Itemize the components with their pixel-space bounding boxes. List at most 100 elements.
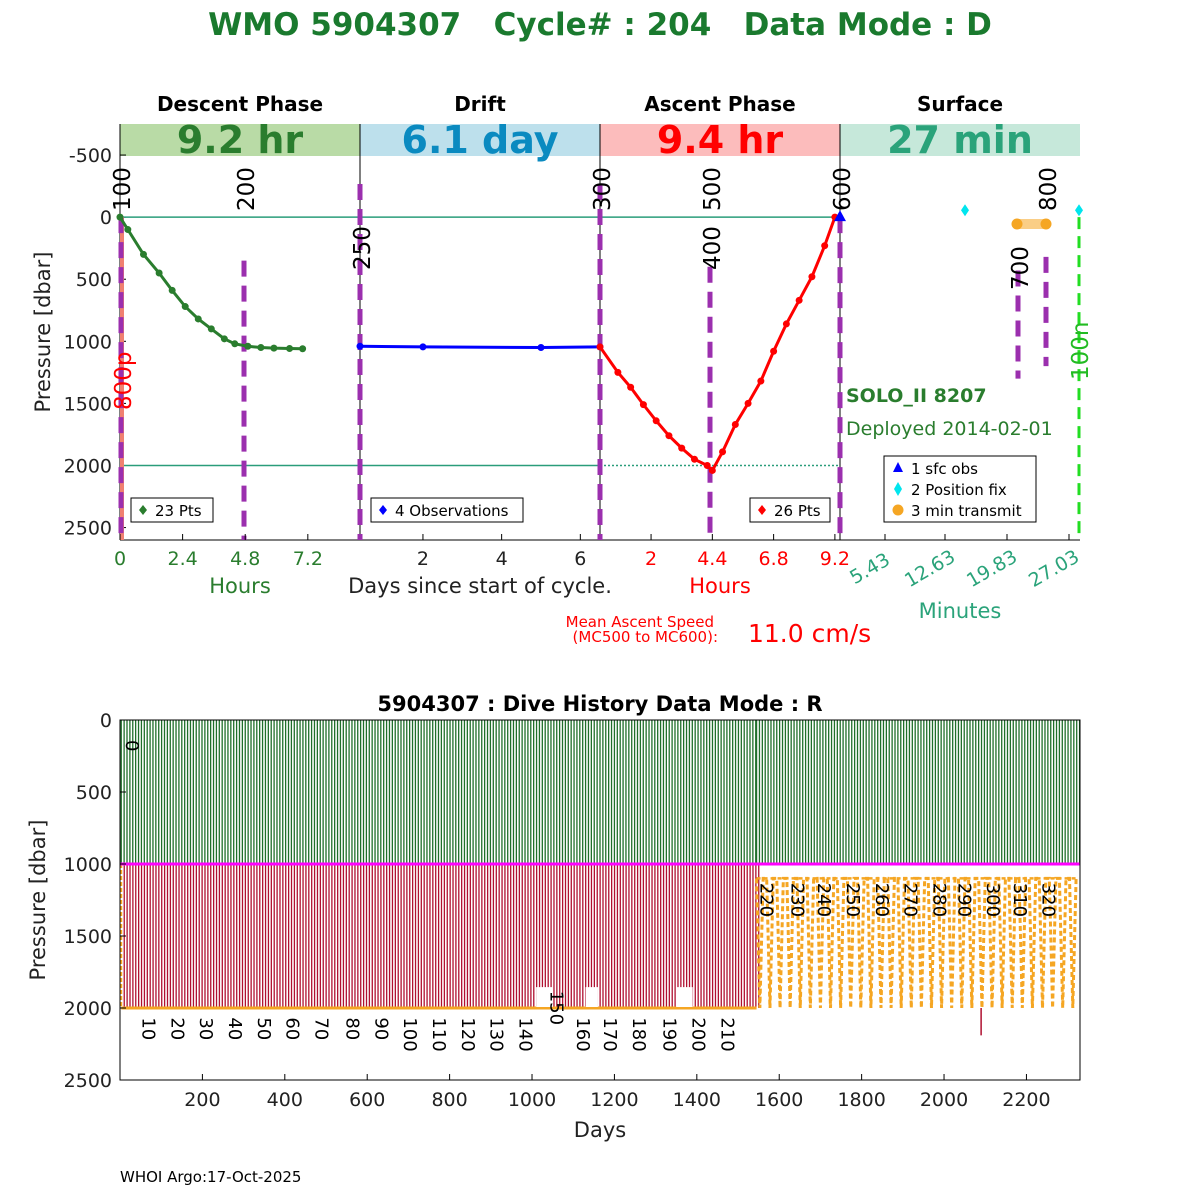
y-tick-label: 2500 <box>64 518 112 540</box>
ascent-point <box>665 432 673 440</box>
marker-label-100: 100 <box>110 167 136 211</box>
descent-point <box>207 325 215 333</box>
history-x-label: Days <box>574 1118 626 1142</box>
ascent-point <box>782 320 790 328</box>
drift-x-tick-label: 6 <box>574 548 586 570</box>
surface-legend-label-0: 1 sfc obs <box>911 460 978 478</box>
drift-point <box>419 343 427 351</box>
ascent-point <box>731 421 739 429</box>
figure-title: WMO 5904307 Cycle# : 204 Data Mode : D <box>208 7 992 43</box>
drift-legend-box <box>370 497 524 523</box>
surface-x-tick-label: 19.83 <box>963 546 1021 592</box>
ascent-point <box>795 296 803 304</box>
ascent-point <box>744 399 752 407</box>
marker-label-200: 200 <box>234 167 260 211</box>
descent-point <box>139 250 147 258</box>
y-tick-label: 1500 <box>64 393 112 415</box>
ascent-point <box>652 417 660 425</box>
descent-x-tick-label: 4.8 <box>230 548 260 570</box>
drift-legend-label: 4 Observations <box>395 502 509 520</box>
descent-point <box>270 344 278 352</box>
descent-point <box>181 303 189 311</box>
history-gap <box>676 987 693 1007</box>
surface-legend-box <box>883 455 1037 523</box>
phase-duration-2: 9.4 hr <box>657 118 784 162</box>
ascent-x-tick-label: 6.8 <box>759 548 789 570</box>
ascent-x-label: Hours <box>689 574 751 598</box>
speed-label-line1: Mean Ascent Speed <box>566 613 714 631</box>
descent-point <box>194 315 202 323</box>
ascent-point <box>821 242 829 250</box>
speed-label-line2: (MC500 to MC600): <box>573 628 718 646</box>
descent-point <box>124 226 132 234</box>
phase-duration-1: 6.1 day <box>402 118 559 162</box>
marker-label-300: 300 <box>590 167 616 211</box>
cycle-label: 190 <box>659 1017 680 1051</box>
history-y-tick-label: 2500 <box>64 1070 112 1092</box>
phase-band-3 <box>840 124 1080 156</box>
descent-x-tick-label: 0 <box>114 548 126 570</box>
descent-point <box>155 269 163 277</box>
ascent-point <box>719 448 727 456</box>
history-x-tick-label: 400 <box>267 1089 303 1111</box>
descent-point <box>299 345 307 353</box>
y-tick-label: 1000 <box>64 331 112 353</box>
phase-header-3: Surface <box>917 92 1003 116</box>
cycle-label: 230 <box>786 883 807 917</box>
descent-point <box>231 340 239 348</box>
phase-header-1: Drift <box>454 92 506 116</box>
cycle-label: 170 <box>599 1017 620 1051</box>
drift-x-label: Days since start of cycle. <box>348 574 612 598</box>
history-y-tick-label: 1500 <box>64 926 112 948</box>
cycle-label: 0 <box>121 740 142 751</box>
ascent-point <box>770 347 778 355</box>
phase-band-0 <box>120 124 360 156</box>
cycle-label: 200 <box>688 1017 709 1051</box>
cycle-label: 220 <box>756 883 777 917</box>
descent-point <box>244 342 252 350</box>
surface-legend-symbol-transmit <box>892 504 904 516</box>
y-tick-label: -500 <box>69 145 112 167</box>
cycle-label: 120 <box>457 1017 478 1051</box>
position-fix-marker <box>961 204 969 217</box>
history-late-dives <box>755 876 1078 1009</box>
history-y-label: Pressure [dbar] <box>26 820 50 981</box>
cycle-label: 320 <box>1038 883 1059 917</box>
history-y-tick-label: 500 <box>76 782 112 804</box>
phase-header-2: Ascent Phase <box>644 92 795 116</box>
ascent-legend-label: 26 Pts <box>774 502 821 520</box>
surface-x-tick-label: 12.63 <box>901 546 959 592</box>
phase-band-1 <box>360 124 600 156</box>
history-x-tick-label: 2200 <box>1002 1089 1050 1111</box>
speed-value: 11.0 cm/s <box>748 619 871 648</box>
history-title: 5904307 : Dive History Data Mode : R <box>377 692 822 716</box>
drift-x-tick-label: 2 <box>417 548 429 570</box>
descent-point <box>286 345 294 353</box>
ascent-x-tick-label: 4.4 <box>697 548 727 570</box>
dive-history-panel: 5904307 : Dive History Data Mode : R 0 10 2… <box>26 692 1081 1142</box>
cycle-label: 90 <box>370 1017 391 1040</box>
marker-label-700: 700 <box>1008 246 1034 290</box>
ascent-point <box>703 461 711 469</box>
descent-point <box>116 213 124 221</box>
marker-label-500: 500 <box>700 167 726 211</box>
phase-duration-3: 27 min <box>887 118 1033 162</box>
cycle-label: 130 <box>486 1017 507 1051</box>
descent-x-tick-label: 7.2 <box>293 548 323 570</box>
ascent-point <box>678 444 686 452</box>
marker-label-250: 250 <box>350 226 376 270</box>
drift-x-tick-label: 4 <box>496 548 508 570</box>
cycle-label: 150 <box>545 991 566 1025</box>
surface-legend-symbol-obs <box>893 462 903 472</box>
float-name: SOLO_II 8207 <box>846 385 987 407</box>
descent-point <box>257 344 265 352</box>
cycle-label: 110 <box>428 1017 449 1051</box>
drift-point <box>356 342 364 350</box>
ascent-point <box>596 343 604 351</box>
footer-text: WHOI Argo:17-Oct-2025 <box>120 1168 301 1186</box>
cycle-label: 240 <box>813 883 834 917</box>
cycle-label: 60 <box>282 1017 303 1040</box>
marker-label-800p: 800p <box>111 352 137 411</box>
cycle-label: 30 <box>195 1017 216 1040</box>
